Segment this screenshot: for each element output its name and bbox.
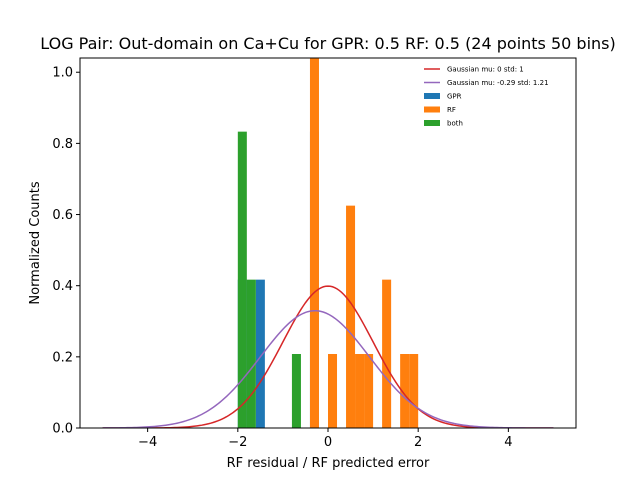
bar-rf-6: [400, 354, 410, 428]
bar-rf-7: [409, 354, 419, 428]
legend: Gaussian mu: 0 std: 1 Gaussian mu: -0.29 …: [424, 66, 549, 128]
legend-label: RF: [447, 106, 456, 114]
legend-label: Gaussian mu: -0.29 std: 1.21: [447, 79, 549, 87]
legend-patch-swatch: [424, 93, 440, 99]
legend-patch-swatch: [424, 106, 440, 113]
gaussian-curve-0: [102, 285, 554, 428]
x-tick-label: 0: [324, 435, 332, 450]
x-tick-label: 2: [414, 435, 422, 450]
y-tick-label: 0.4: [52, 279, 73, 294]
bar-both-2: [291, 354, 301, 428]
bar-rf-2: [346, 205, 356, 428]
bar-rf-1: [328, 354, 338, 428]
x-tick-label: −2: [228, 435, 247, 450]
legend-label: GPR: [447, 93, 462, 101]
curves-group: [102, 285, 554, 428]
bar-both-1: [246, 279, 256, 428]
x-axis-label: RF residual / RF predicted error: [227, 456, 430, 471]
y-tick-label: 0.2: [52, 350, 73, 365]
legend-patch-swatch: [424, 120, 440, 126]
bar-rf-5: [382, 279, 392, 428]
bar-rf-4: [364, 354, 374, 428]
bars-group: [237, 58, 419, 428]
bar-gpr-1: [255, 279, 265, 428]
legend-label: Gaussian mu: 0 std: 1: [447, 66, 524, 74]
bar-rf-0: [309, 58, 319, 428]
y-tick-label: 1.0: [52, 66, 73, 81]
bar-both-0: [237, 131, 247, 428]
y-tick-label: 0.0: [52, 422, 73, 437]
legend-label: both: [447, 120, 463, 128]
gaussian-curve-1: [102, 309, 554, 428]
bar-rf-3: [355, 354, 365, 428]
y-axis-label: Normalized Counts: [28, 181, 43, 304]
y-tick-label: 0.6: [52, 208, 73, 223]
y-axis-ticks: 0.0 0.2 0.4 0.6 0.8 1.0: [52, 66, 80, 437]
x-tick-label: −4: [138, 435, 157, 450]
x-axis-ticks: −4 −2 0 2 4: [138, 428, 513, 450]
x-tick-label: 4: [504, 435, 512, 450]
y-tick-label: 0.8: [52, 137, 73, 152]
chart-title: LOG Pair: Out-domain on Ca+Cu for GPR: 0…: [40, 34, 616, 53]
